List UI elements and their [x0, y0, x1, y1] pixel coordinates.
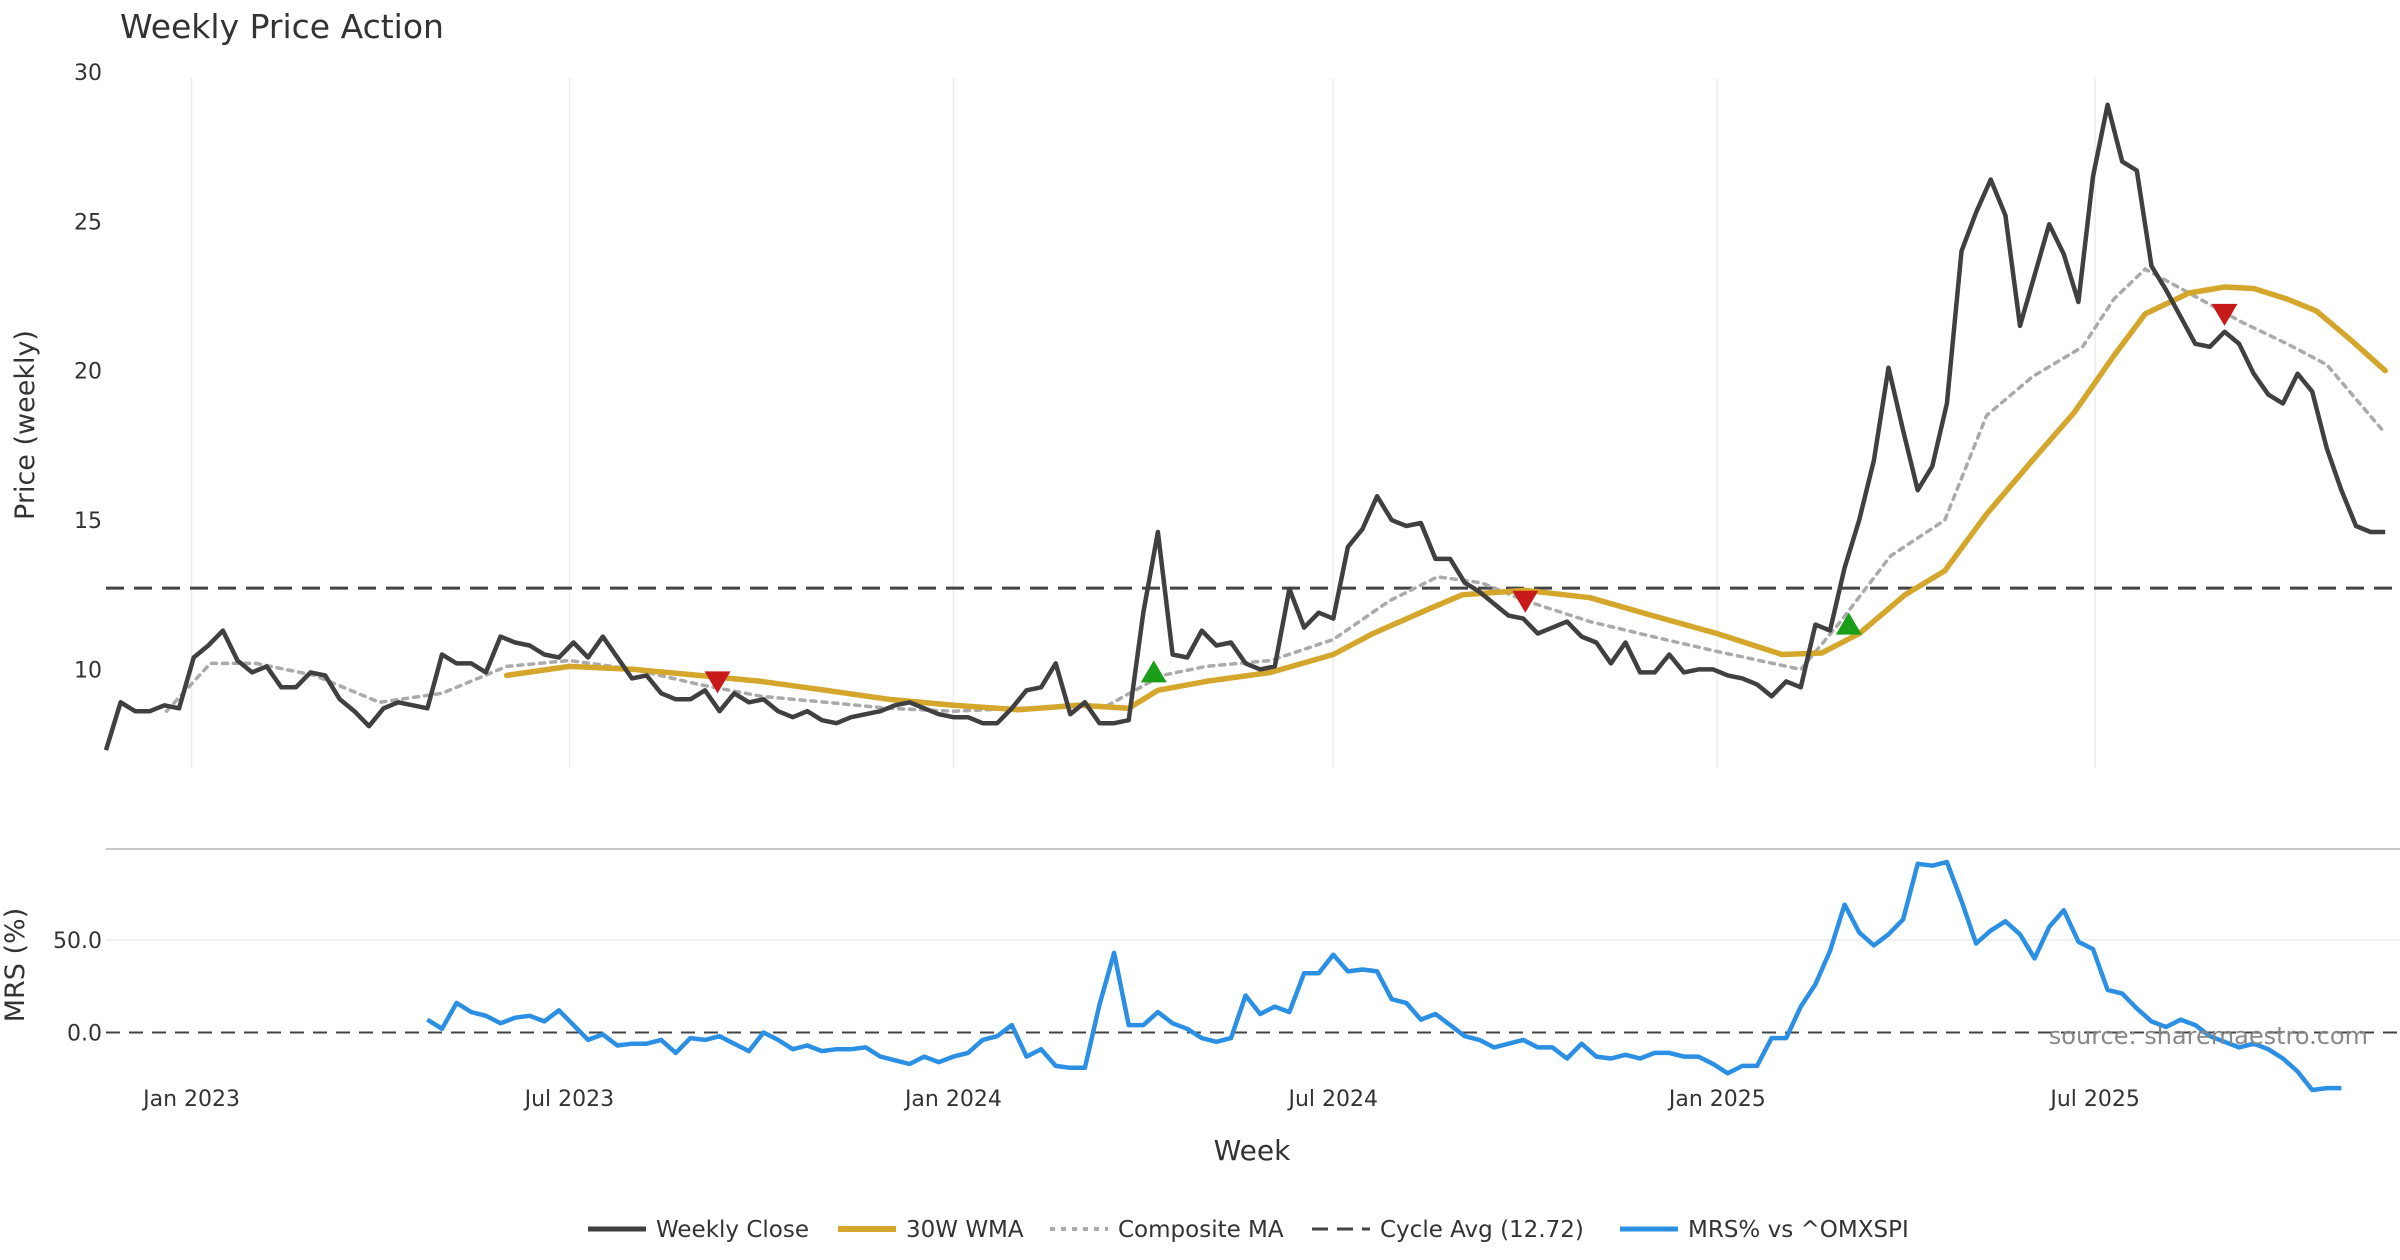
mrs-y-axis-label: MRS (%): [0, 908, 31, 1023]
signal-markers: [704, 303, 2238, 694]
x-axis-label: Week: [1214, 1134, 1291, 1167]
price-y-tick-label: 15: [74, 509, 102, 534]
mrs-y-tick-label: 0.0: [67, 1022, 102, 1047]
sell-signal-marker: [2211, 303, 2238, 326]
price-y-tick-label: 30: [74, 61, 102, 86]
legend: Weekly Close 30W WMA Composite MA Cycle Avg…: [588, 1217, 1909, 1243]
sell-signal-marker: [704, 671, 731, 694]
x-tick-label: Jul 2024: [1287, 1087, 1379, 1112]
x-tick-label: Jan 2024: [903, 1087, 1002, 1112]
mrs-line: [426, 859, 2342, 1093]
x-tick-label: Jul 2023: [523, 1087, 615, 1112]
price-y-tick-label: 25: [74, 210, 102, 235]
price-y-ticks: 10 15 20 25 30: [74, 61, 102, 683]
wma-30w-line: [503, 284, 2388, 713]
x-tick-label: Jan 2023: [141, 1087, 240, 1112]
buy-signal-marker: [1835, 612, 1862, 635]
x-tick-label: Jan 2025: [1667, 1087, 1766, 1112]
source-note: source: sharemaestro.com: [2049, 1022, 2368, 1050]
mrs-y-tick-label: 50.0: [53, 929, 102, 954]
legend-label-cycle: Cycle Avg (12.72): [1380, 1217, 1584, 1243]
price-grid: [190, 78, 2096, 768]
price-y-axis-label: Price (weekly): [10, 330, 41, 520]
chart-title: Weekly Price Action: [120, 7, 444, 46]
legend-label-mrs: MRS% vs ^OMXSPI: [1688, 1217, 1909, 1243]
x-axis-ticks: Jan 2023 Jul 2023 Jan 2024 Jul 2024 Jan 2025…: [141, 1087, 2140, 1112]
mrs-series: [106, 859, 2400, 1093]
price-y-tick-label: 20: [74, 360, 102, 385]
sell-signal-marker: [1512, 590, 1539, 613]
mrs-y-ticks: 0.0 50.0: [53, 929, 2400, 1047]
composite-ma-line: [164, 266, 2387, 713]
legend-label-composite: Composite MA: [1118, 1217, 1284, 1243]
price-y-tick-label: 10: [74, 658, 102, 683]
x-tick-label: Jul 2025: [2048, 1087, 2140, 1112]
legend-label-close: Weekly Close: [656, 1217, 809, 1243]
weekly-close-line: [103, 102, 2386, 751]
price-series: [103, 102, 2400, 751]
legend-label-wma: 30W WMA: [906, 1217, 1024, 1243]
buy-signal-marker: [1140, 660, 1167, 683]
